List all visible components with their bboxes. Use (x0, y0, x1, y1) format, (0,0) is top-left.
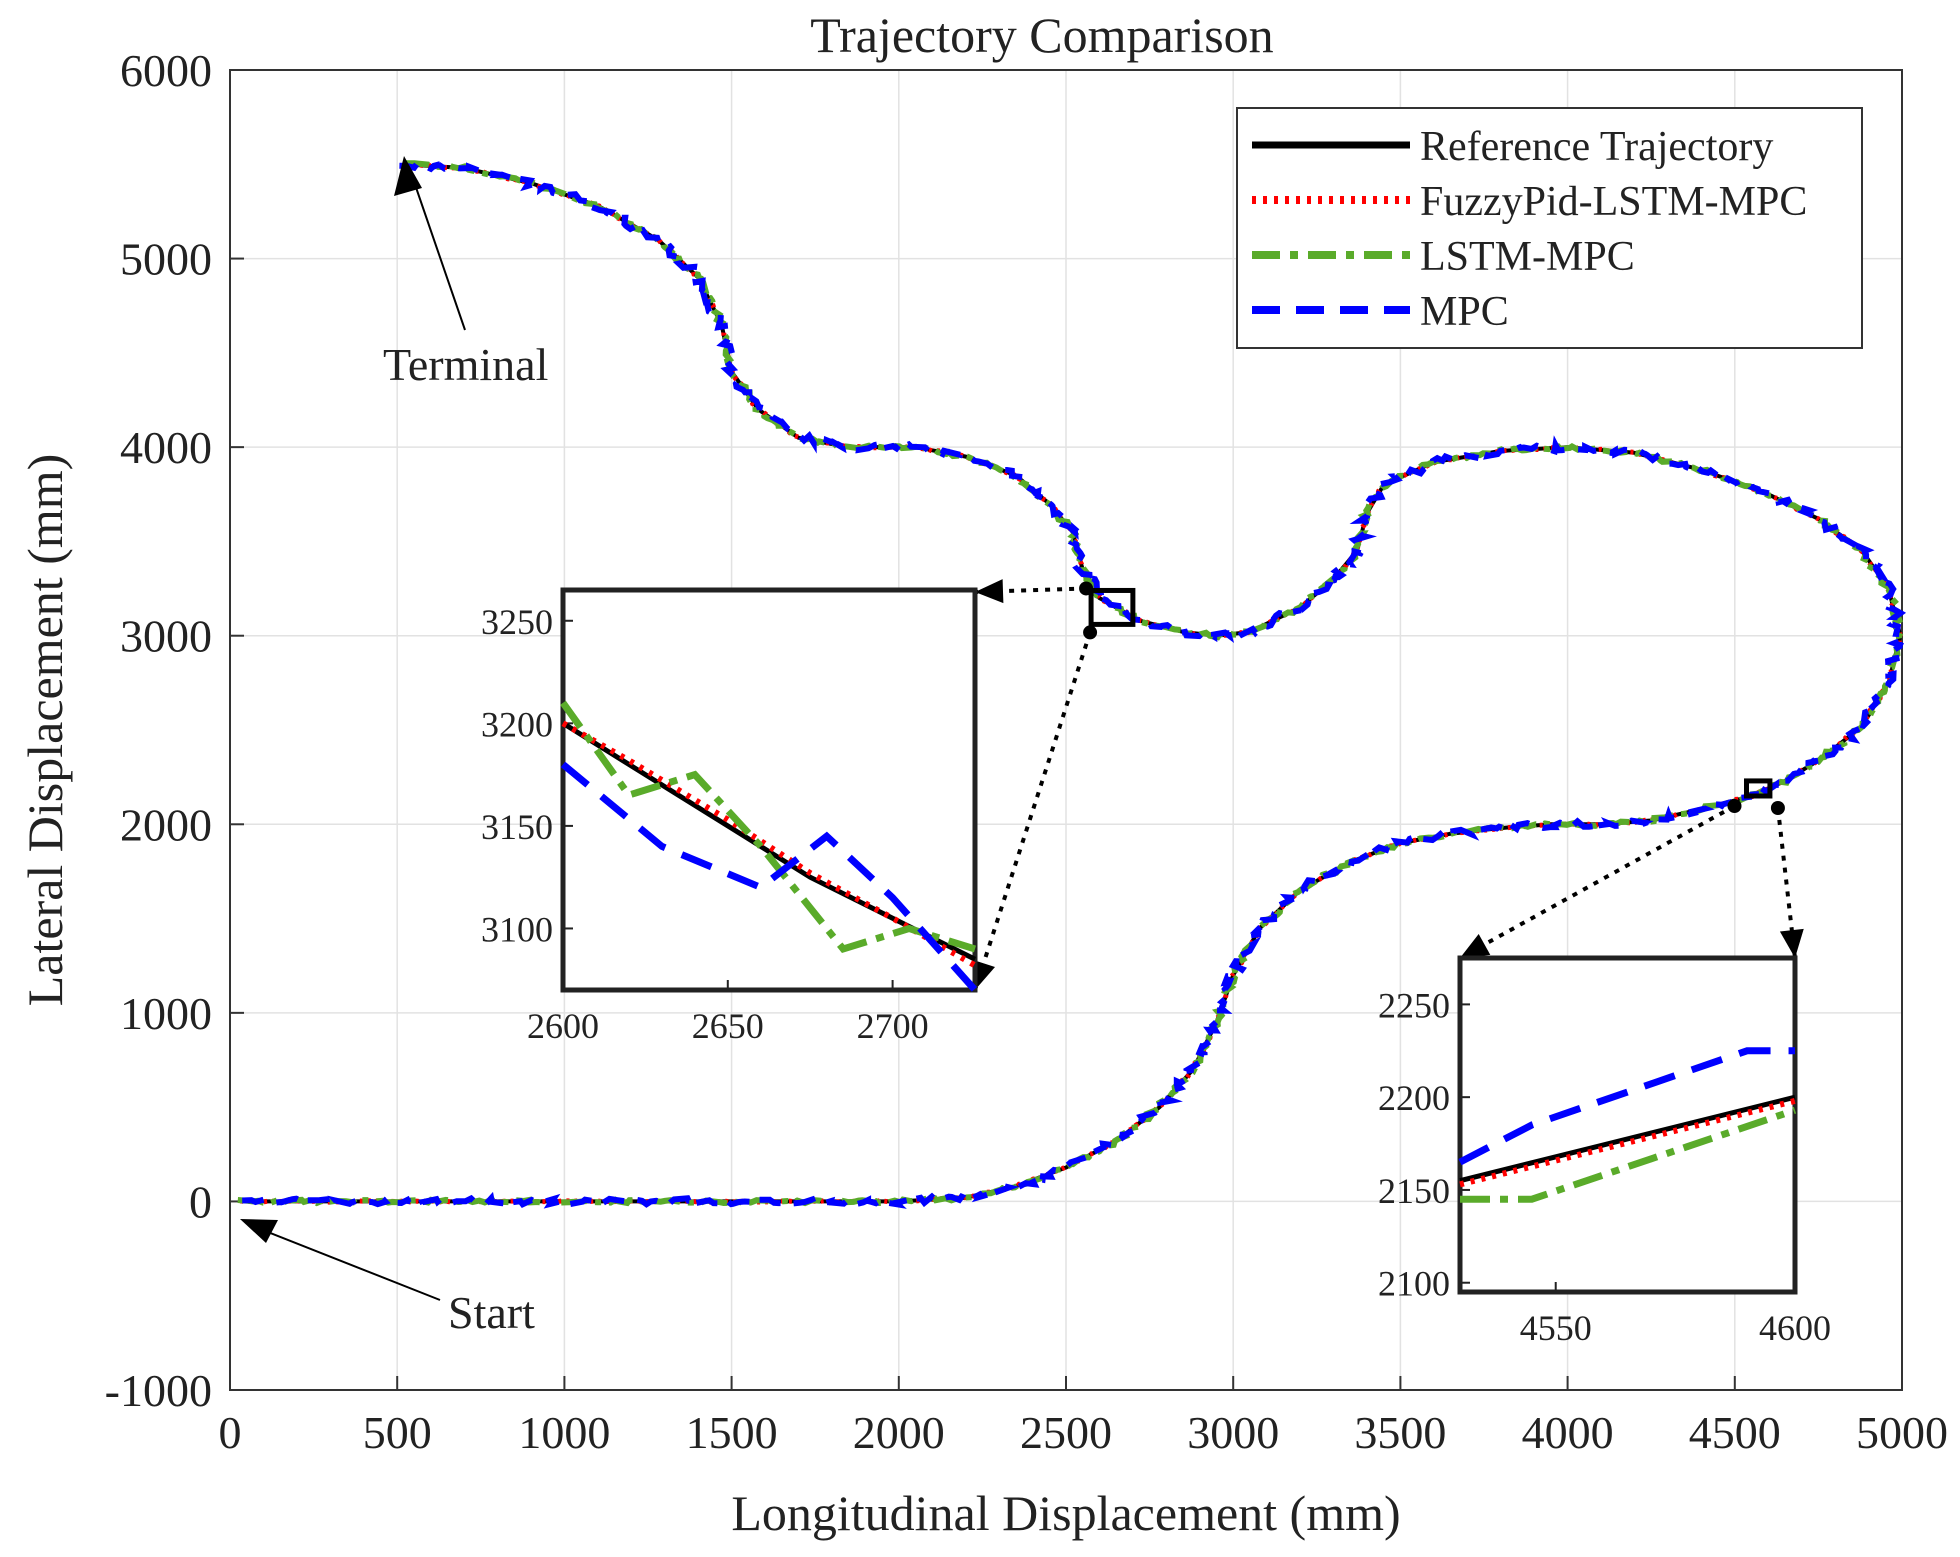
inset-y-tick-label: 2200 (1378, 1078, 1450, 1118)
callout-arrowhead (972, 959, 996, 990)
x-tick-label: 0 (219, 1407, 242, 1458)
callout-dotted-line (1459, 804, 1736, 960)
legend-label-reference: Reference Trajectory (1420, 124, 1773, 170)
x-tick-label: 5000 (1856, 1407, 1948, 1458)
inset-fuzzy-line (1459, 1097, 1796, 1188)
y-axis-label: Lateral Displacement (mm) (17, 454, 73, 1007)
inset-zoom-1: 2600 2650 2700 3100 3150 3200 3250 (481, 587, 978, 1046)
chart-title: Trajectory Comparison (810, 7, 1273, 63)
series-mpc-line (242, 158, 1909, 1212)
inset-y-tick-label: 2150 (1378, 1171, 1450, 1211)
terminal-label: Terminal (383, 339, 548, 390)
inset-y-tick-label: 3250 (481, 602, 553, 642)
callout-dotted-line (1775, 807, 1797, 959)
callout-arrowhead (1460, 933, 1491, 958)
terminal-arrowhead (394, 156, 422, 196)
inset-reference-line (1459, 1094, 1796, 1184)
x-tick-label: 500 (363, 1407, 432, 1458)
callout-dotted-line (973, 631, 1092, 991)
inset-y-tick-label: 3200 (481, 704, 553, 744)
inset-x-tick-label: 4550 (1520, 1308, 1592, 1348)
x-axis-ticks: 0 500 1000 1500 2000 2500 3000 3500 4000 4500 5000 (219, 1376, 1948, 1458)
inset-lstm-line (1460, 1106, 1797, 1203)
y-tick-label: 2000 (120, 799, 212, 850)
start-arrow (249, 1224, 441, 1301)
inset-zoom-2: 4550 4600 2100 2150 2200 2250 (1378, 955, 1831, 1348)
inset-lstm-line (560, 700, 977, 954)
y-tick-label: 1000 (120, 988, 212, 1039)
legend-label-lstm: LSTM-MPC (1420, 234, 1635, 280)
series-lstm-line (237, 160, 1905, 1207)
callout-arrowhead (975, 579, 1004, 604)
start-label: Start (448, 1287, 535, 1338)
inset-callouts (972, 579, 1804, 991)
legend-label-fuzzy: FuzzyPid-LSTM-MPC (1420, 179, 1807, 225)
inset-x-tick-label: 2700 (857, 1006, 929, 1046)
zoom-region-1 (1088, 587, 1136, 627)
inset-mpc-line (560, 761, 978, 993)
inset-y-tick-label: 2100 (1378, 1264, 1450, 1304)
x-tick-label: 4000 (1522, 1407, 1614, 1458)
y-axis-ticks: -1000 0 1000 2000 3000 4000 5000 6000 (105, 45, 244, 1416)
inset-y-tick-label: 3150 (481, 807, 553, 847)
y-tick-label: 0 (189, 1176, 212, 1227)
x-tick-label: 4500 (1689, 1407, 1781, 1458)
annotations: Start Terminal (240, 156, 548, 1338)
y-tick-label: 3000 (120, 611, 212, 662)
x-tick-label: 1000 (518, 1407, 610, 1458)
inset-x-tick-label: 2650 (692, 1006, 764, 1046)
legend-label-mpc: MPC (1420, 289, 1509, 335)
y-tick-label: -1000 (105, 1365, 212, 1416)
terminal-arrow (409, 169, 466, 331)
x-axis-label: Longitudinal Displacement (mm) (731, 1485, 1400, 1541)
inset-frame (1457, 955, 1798, 1295)
inset-y-tick-label: 3100 (481, 909, 553, 949)
inset-x-tick-label: 2600 (527, 1006, 599, 1046)
x-tick-label: 2000 (853, 1407, 945, 1458)
y-tick-label: 6000 (120, 45, 212, 96)
legend: Reference Trajectory FuzzyPid-LSTM-MPC L… (1236, 107, 1863, 349)
inset-x-tick-label: 4600 (1759, 1308, 1831, 1348)
x-tick-label: 1500 (686, 1407, 778, 1458)
y-tick-label: 4000 (120, 422, 212, 473)
inset-y-tick-label: 2250 (1378, 985, 1450, 1025)
main-series-lines (237, 158, 1909, 1212)
start-arrowhead (240, 1219, 278, 1243)
x-tick-label: 3500 (1354, 1407, 1446, 1458)
callout-arrowhead (1779, 928, 1804, 958)
x-tick-label: 3000 (1187, 1407, 1279, 1458)
zoom-region-2 (1744, 778, 1773, 799)
x-tick-label: 2500 (1020, 1407, 1112, 1458)
y-tick-label: 5000 (120, 234, 212, 285)
